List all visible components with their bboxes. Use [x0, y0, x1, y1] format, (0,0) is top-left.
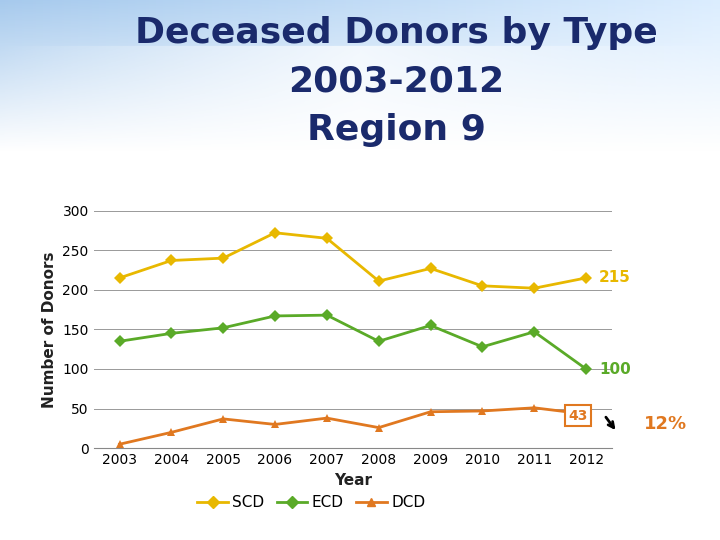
Text: Region 9: Region 9 [307, 113, 485, 147]
ECD [374, 338, 383, 345]
DCD [167, 429, 176, 436]
Line: SCD: SCD [115, 228, 590, 292]
ECD [115, 338, 124, 345]
SCD [271, 230, 279, 236]
ECD [426, 322, 435, 329]
SCD [115, 275, 124, 281]
ECD [478, 343, 487, 350]
DCD [530, 404, 539, 411]
Line: ECD: ECD [115, 311, 590, 373]
SCD [478, 282, 487, 289]
ECD [167, 330, 176, 336]
Text: 2003-2012: 2003-2012 [288, 65, 504, 99]
SCD [323, 235, 331, 241]
ECD [530, 328, 539, 335]
SCD [167, 257, 176, 264]
SCD [374, 278, 383, 285]
DCD [426, 409, 435, 415]
DCD [219, 416, 228, 422]
DCD [478, 408, 487, 414]
ECD [219, 325, 228, 331]
SCD [582, 275, 590, 281]
SCD [219, 255, 228, 261]
DCD [374, 424, 383, 431]
ECD [271, 313, 279, 319]
Text: 12%: 12% [644, 415, 688, 433]
ECD [323, 312, 331, 319]
Text: 100: 100 [599, 361, 631, 376]
DCD [115, 441, 124, 448]
DCD [582, 411, 590, 417]
SCD [530, 285, 539, 292]
Text: 43: 43 [569, 409, 588, 423]
ECD [582, 366, 590, 372]
Line: DCD: DCD [115, 403, 590, 448]
Legend: SCD, ECD, DCD: SCD, ECD, DCD [192, 489, 431, 517]
DCD [323, 415, 331, 421]
Text: Deceased Donors by Type: Deceased Donors by Type [135, 16, 657, 50]
Text: 215: 215 [599, 271, 631, 286]
SCD [426, 265, 435, 272]
DCD [271, 421, 279, 428]
X-axis label: Year: Year [334, 472, 372, 488]
Y-axis label: Number of Donors: Number of Donors [42, 251, 57, 408]
